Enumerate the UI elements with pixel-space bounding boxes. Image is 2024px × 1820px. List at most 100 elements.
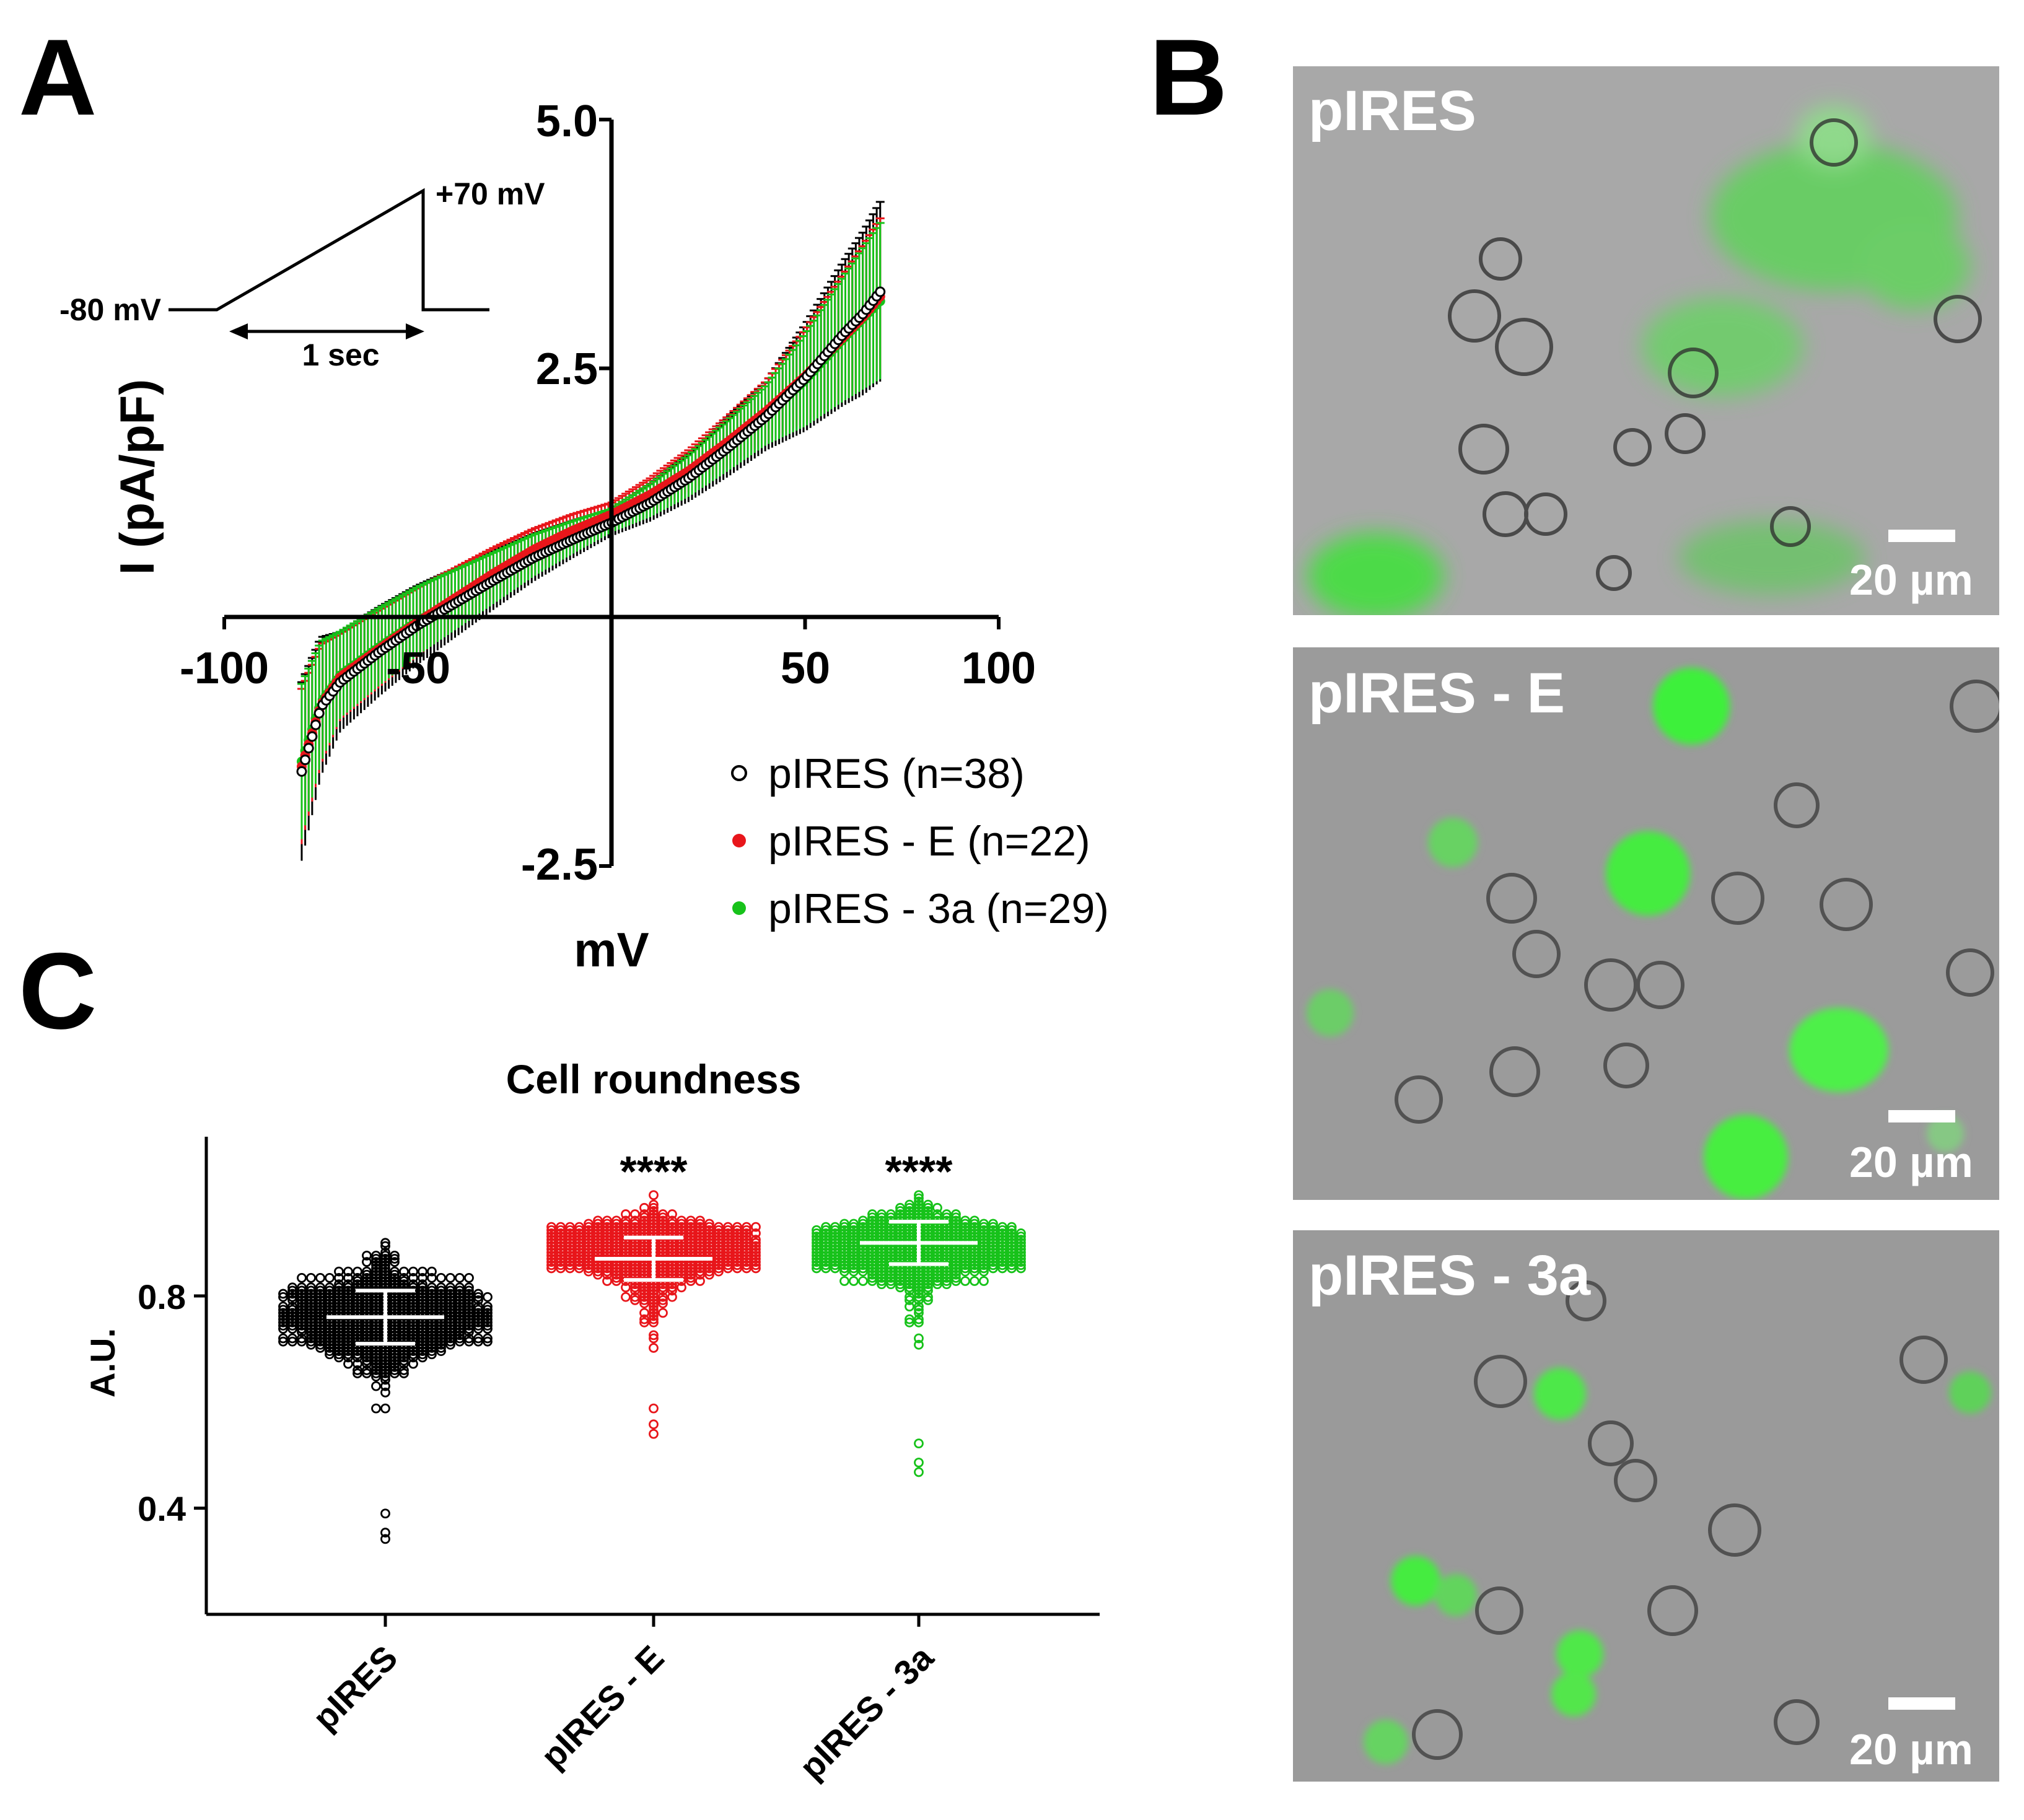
roundness-dot xyxy=(611,1235,621,1245)
roundness-dot xyxy=(630,1282,640,1293)
roundness-dot xyxy=(436,1302,446,1312)
roundness-dot xyxy=(658,1292,668,1302)
roundness-dot xyxy=(732,1244,742,1254)
roundness-dot xyxy=(287,1321,297,1331)
roundness-dot xyxy=(895,1209,905,1219)
roundness-chart: Cell roundness 0.8 0.4 A.U. pIRES pIRES … xyxy=(83,1056,1100,1787)
roundness-dot xyxy=(621,1244,631,1254)
roundness-dot xyxy=(574,1228,584,1238)
roundness-dot xyxy=(380,1250,390,1261)
roundness-dot xyxy=(997,1241,1007,1251)
roundness-dot xyxy=(464,1285,474,1296)
roundness-dot xyxy=(895,1282,905,1293)
roundness-dot xyxy=(942,1276,952,1286)
roundness-dot xyxy=(362,1324,372,1334)
roundness-dot xyxy=(408,1336,418,1347)
roundness-dot xyxy=(830,1225,840,1235)
roundness-dot xyxy=(923,1225,933,1235)
roundness-dot xyxy=(325,1305,335,1315)
roundness-dot xyxy=(714,1254,724,1264)
roundness-dot xyxy=(649,1225,659,1235)
roundness-dot xyxy=(732,1263,742,1274)
roundness-dot xyxy=(695,1238,705,1248)
roundness-dot xyxy=(297,1311,307,1321)
roundness-dot xyxy=(849,1257,859,1267)
roundness-dot xyxy=(830,1244,840,1254)
roundness-dot xyxy=(723,1254,733,1264)
roundness-dot xyxy=(751,1241,761,1251)
roundness-dot xyxy=(960,1263,970,1274)
roundness-dot xyxy=(639,1285,649,1296)
roundness-dot xyxy=(565,1250,575,1261)
roundness-dot xyxy=(611,1276,621,1286)
roundness-dot xyxy=(877,1209,887,1219)
roundness-dot xyxy=(923,1276,933,1286)
roundness-dot xyxy=(1007,1232,1017,1241)
roundness-dot xyxy=(914,1333,924,1344)
roundness-dot xyxy=(287,1314,297,1324)
roundness-dot xyxy=(639,1314,649,1324)
roundness-dot xyxy=(932,1247,942,1258)
roundness-dot xyxy=(593,1244,603,1254)
roundness-dot xyxy=(315,1333,325,1344)
roundness-dot xyxy=(306,1288,316,1299)
roundness-dot xyxy=(343,1333,353,1344)
roundness-dot xyxy=(830,1257,840,1267)
roundness-dot xyxy=(1007,1238,1017,1248)
roundness-dot xyxy=(473,1314,483,1324)
roundness-dot xyxy=(905,1279,914,1290)
roundness-dot xyxy=(677,1215,686,1226)
roundness-dot xyxy=(686,1263,696,1274)
roundness-dot xyxy=(602,1269,612,1280)
roundness-dot xyxy=(997,1235,1007,1245)
scale-bar xyxy=(1888,530,1955,542)
roundness-dot xyxy=(639,1288,649,1299)
roundness-dot xyxy=(362,1314,372,1324)
roundness-dot xyxy=(565,1238,575,1248)
roundness-dot xyxy=(408,1292,418,1302)
roundness-dot xyxy=(923,1279,933,1290)
roundness-dot xyxy=(667,1260,677,1271)
roundness-dot xyxy=(380,1508,390,1519)
roundness-dot xyxy=(895,1244,905,1254)
roundness-dot xyxy=(895,1276,905,1286)
roundness-dot xyxy=(942,1257,952,1267)
roundness-dot xyxy=(483,1317,493,1328)
roundness-dot xyxy=(390,1298,400,1308)
roundness-dot xyxy=(436,1292,446,1302)
roundness-dot xyxy=(858,1247,868,1258)
roundness-dot xyxy=(858,1215,868,1226)
micrograph-panel: pIRES 20 µm pIRES xyxy=(1293,66,1999,1782)
roundness-dot xyxy=(556,1254,566,1264)
iv-ticks xyxy=(222,118,1001,868)
roundness-dot xyxy=(483,1292,493,1302)
roundness-dot xyxy=(877,1222,887,1232)
roundness-dot xyxy=(960,1232,970,1241)
roundness-dot xyxy=(886,1232,896,1241)
roundness-dot xyxy=(565,1232,575,1241)
roundness-dot xyxy=(380,1362,390,1372)
roundness-dot xyxy=(942,1250,952,1261)
roundness-dot xyxy=(639,1235,649,1245)
iv-series-0-point xyxy=(313,707,325,719)
roundness-dot xyxy=(914,1196,924,1207)
roundness-dot xyxy=(427,1282,437,1293)
roundness-dot xyxy=(732,1254,742,1264)
roundness-dot xyxy=(362,1298,372,1308)
roundness-dot xyxy=(821,1244,831,1254)
roundness-dot xyxy=(390,1358,400,1369)
micrograph-pires xyxy=(1293,66,1999,615)
roundness-dot xyxy=(464,1302,474,1312)
roundness-dot xyxy=(723,1232,733,1241)
roundness-dot xyxy=(325,1346,335,1356)
roundness-dot xyxy=(970,1222,979,1232)
roundness-dot xyxy=(306,1308,316,1318)
roundness-dot xyxy=(353,1330,362,1341)
roundness-dot xyxy=(287,1333,297,1344)
cell-outlines xyxy=(1448,118,1982,591)
roundness-dot xyxy=(445,1321,455,1331)
roundness-dot xyxy=(353,1272,362,1283)
roundness-dot xyxy=(418,1321,427,1331)
roundness-dot xyxy=(464,1288,474,1299)
arrow-right-icon xyxy=(406,323,424,339)
